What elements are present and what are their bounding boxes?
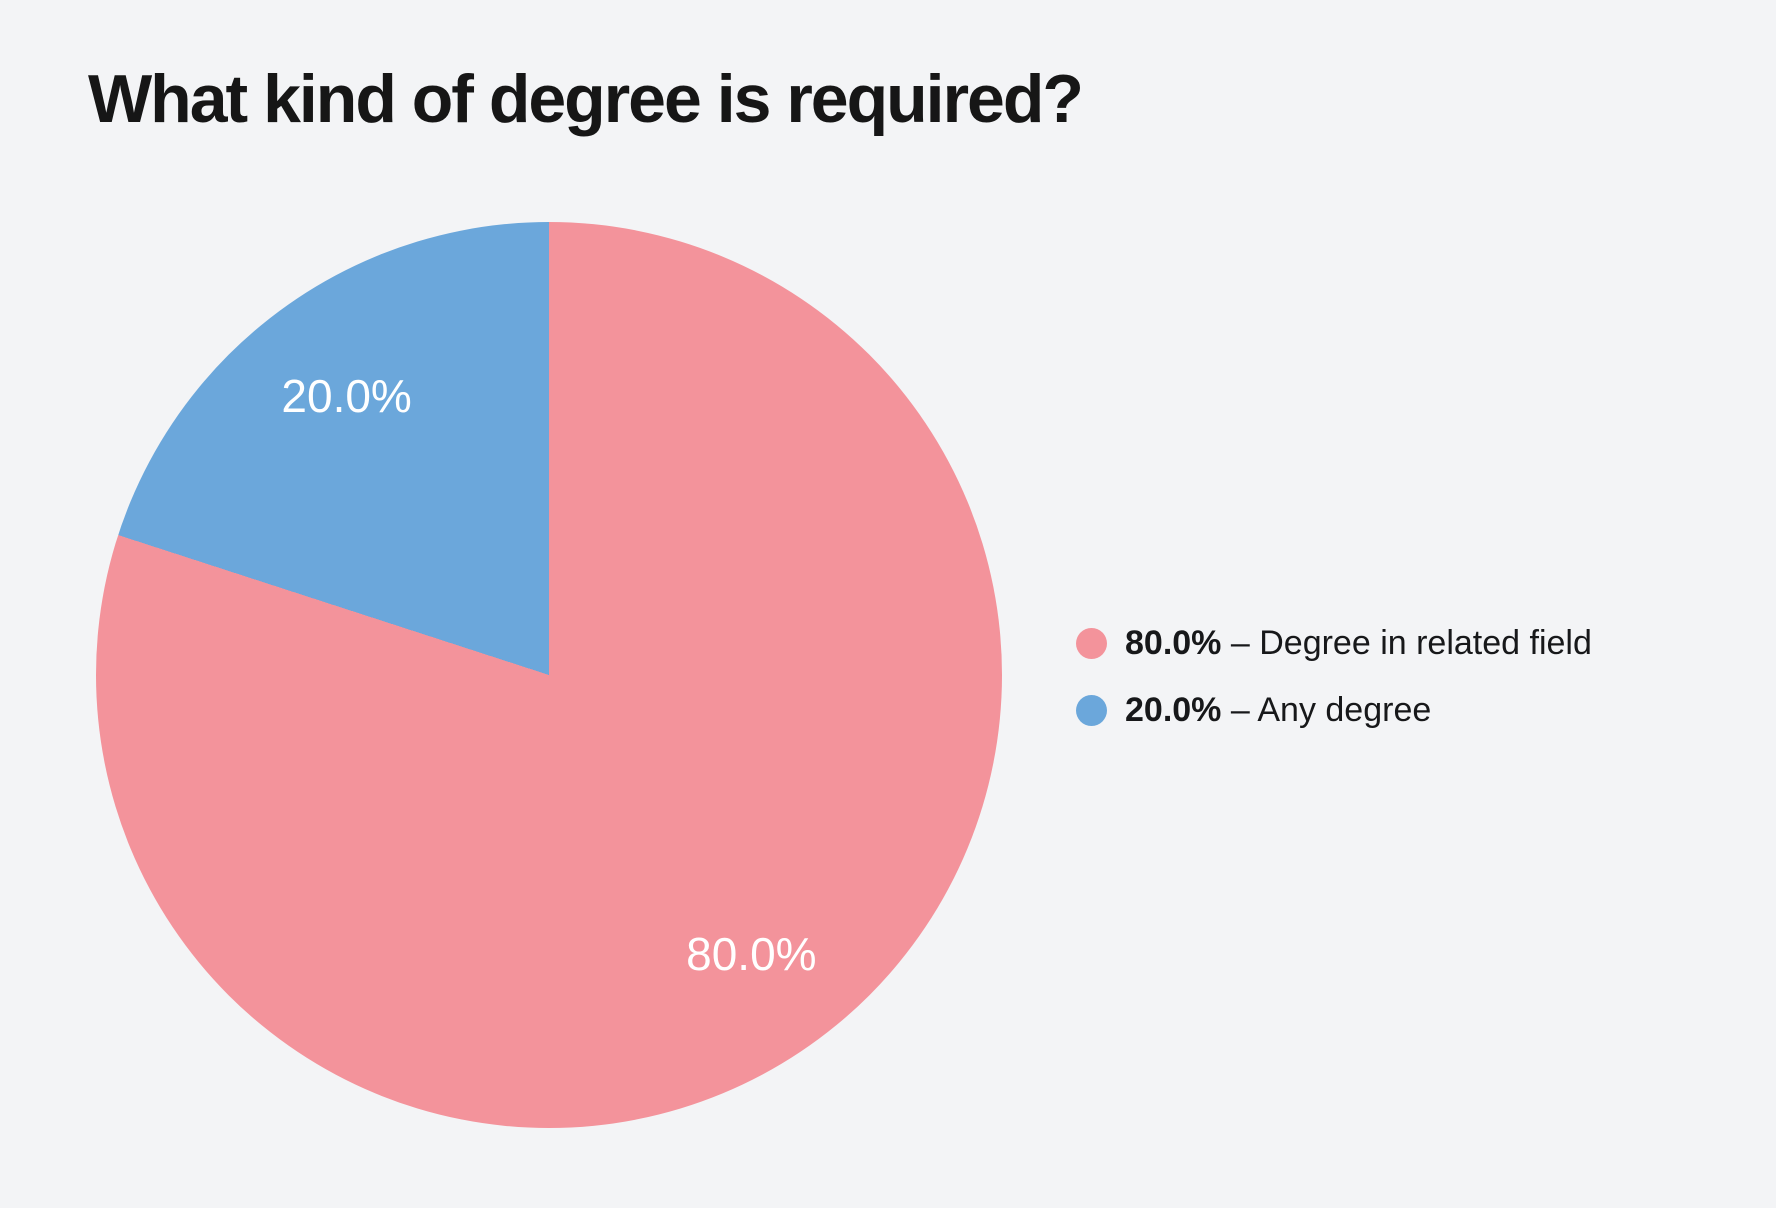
legend-label: Any degree bbox=[1257, 691, 1432, 729]
chart-title: What kind of degree is required? bbox=[88, 61, 1084, 137]
legend-separator: – bbox=[1230, 624, 1250, 662]
legend-label: Degree in related field bbox=[1259, 624, 1592, 662]
legend-separator: – bbox=[1230, 691, 1250, 729]
pie-slice-label-1: 20.0% bbox=[281, 370, 412, 423]
legend-swatch-icon bbox=[1076, 695, 1107, 726]
legend-item-any-degree: 20.0% – Any degree bbox=[1076, 691, 1592, 730]
legend-text: 80.0% – Degree in related field bbox=[1125, 624, 1592, 663]
legend-percent: 20.0% bbox=[1125, 691, 1222, 729]
legend-percent: 80.0% bbox=[1125, 624, 1222, 662]
legend-text: 20.0% – Any degree bbox=[1125, 691, 1431, 730]
legend-swatch-icon bbox=[1076, 628, 1107, 659]
legend: 80.0% – Degree in related field 20.0% – … bbox=[1076, 624, 1592, 730]
pie-slice-label-0: 80.0% bbox=[686, 927, 817, 980]
pie-chart: 80.0% 20.0% bbox=[96, 222, 1002, 1128]
legend-item-degree-in-related-field: 80.0% – Degree in related field bbox=[1076, 624, 1592, 663]
